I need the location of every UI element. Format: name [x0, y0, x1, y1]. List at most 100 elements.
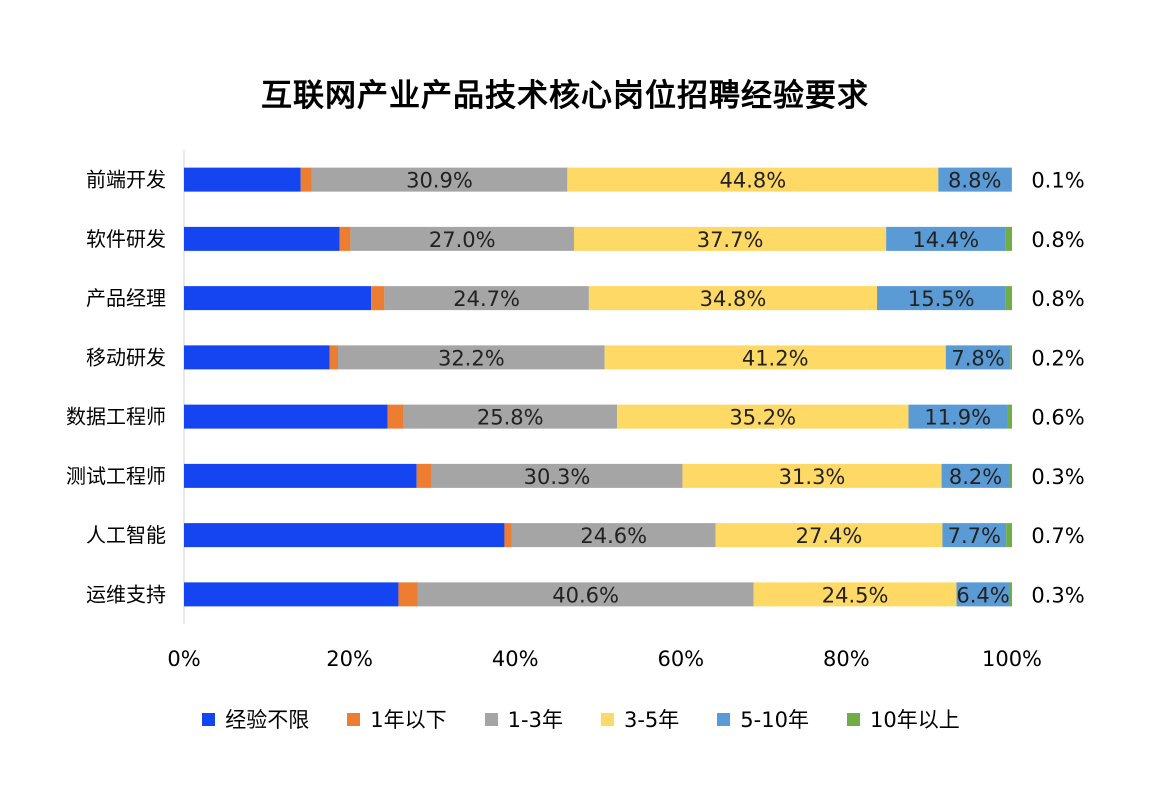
category-label: 人工智能 [86, 523, 166, 547]
bar-segment [416, 463, 432, 488]
legend-item: 3-5年 [600, 704, 680, 734]
bar-segment [184, 404, 388, 429]
bar-segment [384, 286, 589, 311]
category-label: 前端开发 [86, 168, 166, 192]
legend-item: 1年以下 [347, 704, 447, 734]
data-label: 27.0% [429, 228, 496, 252]
data-label: 30.3% [524, 465, 591, 489]
bar-segment [877, 286, 1006, 311]
bar-segment [371, 286, 385, 311]
data-label: 40.6% [552, 583, 619, 607]
bar-segment [942, 523, 1007, 548]
bar-segment [567, 167, 939, 192]
legend-label: 3-5年 [623, 708, 680, 732]
data-label: 0.8% [1031, 287, 1084, 311]
category-label: 测试工程师 [66, 464, 166, 488]
legend-swatch [600, 712, 614, 726]
bar-segment [1005, 226, 1012, 251]
bar-segment [908, 404, 1008, 429]
bar-segment [300, 167, 312, 192]
legend-label: 1年以下 [370, 708, 447, 732]
bar-segment [1010, 345, 1012, 370]
data-label: 35.2% [729, 406, 796, 430]
x-tick-label: 40% [492, 647, 539, 671]
bar-segment [387, 404, 404, 429]
legend-swatch [202, 712, 216, 726]
data-label: 30.9% [406, 169, 473, 193]
bar-segment [329, 345, 339, 370]
bar-segment [945, 345, 1011, 370]
bar-segment [184, 523, 505, 548]
bar-segment [715, 523, 943, 548]
data-label: 7.8% [951, 346, 1004, 370]
chart-title: 互联网产业产品技术核心岗位招聘经验要求 [261, 78, 869, 114]
data-label: 0.3% [1031, 583, 1084, 607]
bar-segment [417, 582, 754, 607]
bar-segment [938, 167, 1012, 192]
bar-segment [184, 345, 330, 370]
bar-segment [398, 582, 418, 607]
category-label: 移动研发 [86, 345, 166, 369]
legend-item: 10年以上 [846, 704, 960, 734]
data-label: 0.1% [1031, 169, 1084, 193]
legend-swatch [846, 712, 860, 726]
bar-segment [682, 463, 942, 488]
legend-swatch [717, 712, 731, 726]
data-label: 24.6% [580, 524, 647, 548]
data-label: 7.7% [948, 524, 1001, 548]
data-label: 14.4% [912, 228, 979, 252]
bar-segment [403, 404, 618, 429]
data-label: 31.3% [779, 465, 846, 489]
bar-segment [511, 523, 716, 548]
data-label: 24.7% [453, 287, 520, 311]
x-tick-label: 20% [326, 647, 373, 671]
data-label: 0.2% [1031, 346, 1084, 370]
data-label: 25.8% [477, 406, 544, 430]
data-label: 0.8% [1031, 228, 1084, 252]
data-label: 34.8% [700, 287, 767, 311]
data-label: 0.7% [1031, 524, 1084, 548]
bar-segment [184, 167, 301, 192]
bar-segment [1007, 404, 1012, 429]
data-label: 32.2% [438, 346, 505, 370]
bar-segment [753, 582, 957, 607]
bar-segment [604, 345, 946, 370]
bar-segment [617, 404, 909, 429]
bar-segment [941, 463, 1010, 488]
bar-segment [184, 286, 372, 311]
legend-label: 1-3年 [507, 708, 563, 732]
data-label: 37.7% [697, 228, 764, 252]
x-tick-label: 80% [823, 647, 870, 671]
category-label: 产品经理 [86, 286, 166, 310]
x-tick-label: 0% [167, 647, 200, 671]
bar-segment [184, 226, 340, 251]
legend-swatch [347, 712, 361, 726]
data-label: 24.5% [822, 583, 889, 607]
data-label: 6.4% [956, 583, 1009, 607]
legend-swatch [484, 712, 498, 726]
legend-label: 经验不限 [225, 708, 310, 732]
data-label: 11.9% [924, 406, 991, 430]
legend-label: 5-10年 [740, 708, 809, 732]
data-label: 44.8% [719, 169, 786, 193]
legend-item: 5-10年 [717, 704, 809, 734]
legend-item: 经验不限 [202, 704, 309, 734]
bar-segment [956, 582, 1010, 607]
bar-segment [886, 226, 1006, 251]
bar-segment [588, 286, 878, 311]
bar-segment [1005, 286, 1012, 311]
data-label: 41.2% [742, 346, 809, 370]
bar-segment [1009, 463, 1012, 488]
bar-segment [573, 226, 887, 251]
bar-segment [1006, 523, 1012, 548]
x-tick-label: 100% [982, 647, 1042, 671]
data-label: 8.8% [948, 169, 1001, 193]
bar-segment [1009, 582, 1012, 607]
chart-legend: 经验不限 1年以下 1-3年 3-5年 5-10年 10年以上 [0, 704, 1162, 734]
data-label: 8.2% [949, 465, 1002, 489]
bar-segment [1011, 167, 1012, 192]
data-label: 0.6% [1031, 406, 1084, 430]
bar-segment [431, 463, 683, 488]
bar-segment [311, 167, 568, 192]
